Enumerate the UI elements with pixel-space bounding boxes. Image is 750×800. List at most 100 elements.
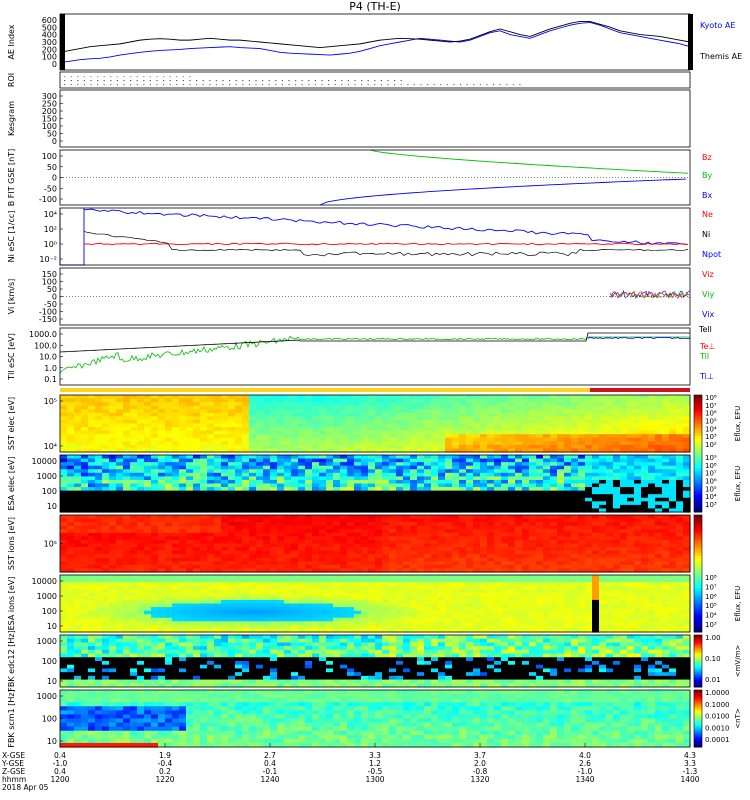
heat-cell bbox=[319, 515, 327, 520]
heat-cell bbox=[620, 550, 628, 555]
heat-cell bbox=[557, 441, 565, 446]
heat-cell bbox=[347, 487, 355, 492]
heat-cell bbox=[634, 405, 642, 410]
heat-cell bbox=[214, 575, 222, 580]
heat-cell bbox=[242, 585, 250, 590]
heat-cell bbox=[655, 494, 663, 499]
heat-cell bbox=[319, 504, 327, 510]
heat-cell bbox=[606, 539, 614, 545]
heat-cell bbox=[263, 529, 271, 534]
heat-cell bbox=[627, 522, 635, 527]
heat-cell bbox=[487, 497, 495, 502]
heat-cell bbox=[151, 539, 159, 545]
heat-cell bbox=[368, 501, 376, 506]
heat-cell bbox=[312, 416, 320, 421]
heat-cell bbox=[60, 483, 68, 488]
heat-cell bbox=[130, 508, 138, 513]
heat-cell bbox=[424, 483, 432, 488]
heat-cell bbox=[480, 536, 488, 541]
heat-cell bbox=[81, 419, 89, 425]
heat-cell bbox=[641, 508, 649, 513]
heat-cell bbox=[648, 522, 656, 527]
heat-cell bbox=[396, 483, 404, 488]
heat-cell bbox=[564, 419, 572, 425]
heat-cell bbox=[130, 589, 138, 594]
heat-cell bbox=[550, 508, 558, 513]
heat-cell bbox=[375, 419, 383, 425]
heat-cell bbox=[221, 448, 229, 453]
heat-cell bbox=[319, 398, 327, 403]
heat-cell bbox=[578, 550, 586, 555]
heat-cell bbox=[60, 603, 68, 608]
heat-cell bbox=[592, 419, 600, 425]
heat-cell bbox=[186, 490, 194, 495]
heat-cell bbox=[81, 479, 89, 485]
heat-cell bbox=[487, 430, 495, 435]
heat-cell bbox=[109, 504, 117, 510]
heat-cell bbox=[676, 395, 684, 400]
heat-cell bbox=[466, 472, 474, 477]
heat-cell bbox=[515, 539, 523, 545]
heat-cell bbox=[228, 465, 236, 470]
heat-cell bbox=[473, 497, 481, 502]
heat-cell bbox=[214, 441, 222, 446]
heat-cell bbox=[81, 494, 89, 499]
heat-cell bbox=[522, 515, 530, 520]
heat-cell bbox=[536, 483, 544, 488]
heat-cell bbox=[116, 543, 124, 548]
heat-cell bbox=[662, 437, 670, 442]
heat-cell bbox=[347, 557, 355, 562]
heat-cell bbox=[676, 483, 684, 488]
heat-cell bbox=[543, 539, 551, 545]
heat-cell bbox=[655, 444, 663, 450]
heat-cell bbox=[235, 444, 243, 450]
heat-cell bbox=[102, 497, 110, 502]
heat-cell bbox=[60, 501, 68, 506]
heat-cell bbox=[487, 568, 495, 573]
heat-cell bbox=[179, 405, 187, 410]
heat-cell bbox=[200, 423, 208, 428]
heat-cell bbox=[396, 444, 404, 450]
heat-cell bbox=[130, 458, 138, 463]
heat-cell bbox=[368, 405, 376, 410]
heat-cell bbox=[536, 427, 544, 432]
heat-cell bbox=[186, 416, 194, 421]
heat-cell bbox=[235, 412, 243, 417]
roi-dot bbox=[123, 80, 125, 82]
heat-cell bbox=[403, 458, 411, 463]
heat-cell bbox=[459, 455, 467, 460]
heat-cell bbox=[249, 395, 257, 400]
heat-cell bbox=[417, 423, 425, 428]
heat-cell bbox=[109, 490, 117, 495]
heat-cell bbox=[452, 561, 460, 566]
heat-cell bbox=[277, 515, 285, 520]
heat-cell bbox=[354, 472, 362, 477]
heat-cell bbox=[214, 487, 222, 492]
heat-cell bbox=[403, 504, 411, 510]
heat-cell bbox=[655, 419, 663, 425]
heat-cell bbox=[494, 568, 502, 573]
heat-cell bbox=[683, 554, 691, 559]
heat-cell bbox=[354, 494, 362, 499]
heat-cell bbox=[508, 529, 516, 534]
heat-cell bbox=[137, 501, 145, 506]
heat-cell bbox=[172, 610, 180, 615]
roi-dot bbox=[499, 84, 501, 86]
heat-cell bbox=[396, 455, 404, 460]
heat-cell bbox=[627, 532, 635, 537]
heat-cell bbox=[445, 539, 453, 545]
heat-cell bbox=[487, 479, 495, 485]
heat-cell bbox=[249, 561, 257, 566]
legend-bx: Bx bbox=[702, 191, 712, 200]
heat-cell bbox=[235, 621, 243, 626]
heat-cell bbox=[151, 448, 159, 453]
heat-cell bbox=[165, 624, 173, 630]
heat-cell bbox=[480, 504, 488, 510]
heat-cell bbox=[515, 518, 523, 523]
heat-cell bbox=[403, 441, 411, 446]
heat-cell bbox=[403, 550, 411, 555]
heat-cell bbox=[361, 508, 369, 513]
heat-cell bbox=[95, 628, 103, 633]
heat-cell bbox=[396, 550, 404, 555]
heat-cell bbox=[235, 462, 243, 467]
